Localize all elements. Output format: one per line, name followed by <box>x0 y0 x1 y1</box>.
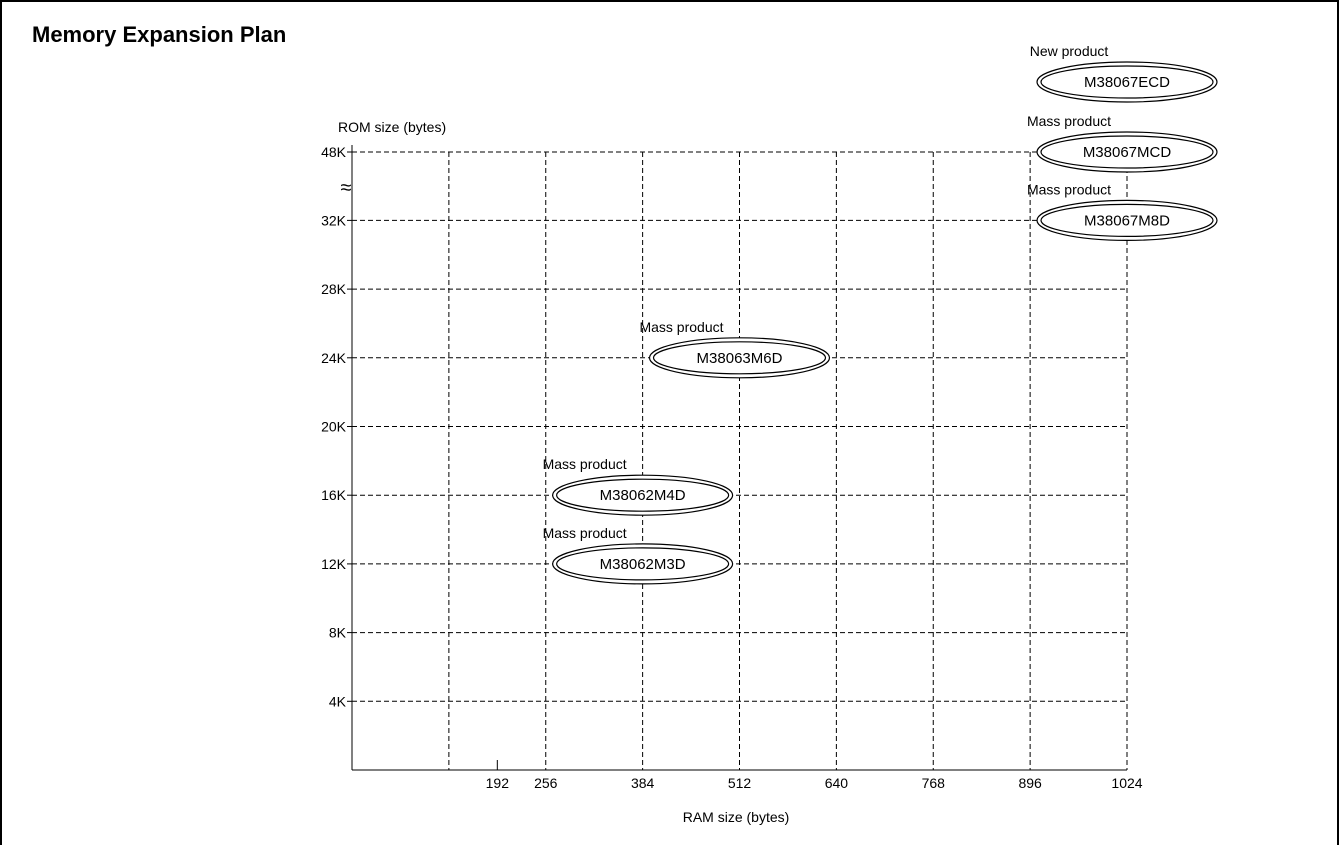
product-ellipse-outer <box>552 474 734 516</box>
products-layer: M38067ECD New product M38067MCD Mass produc… <box>543 43 1218 585</box>
product-m38062m4d: M38062M4D Mass product <box>543 456 734 516</box>
axis-break-icon: ≈ <box>341 177 352 199</box>
product-ellipse-outer <box>648 337 831 379</box>
product-m38067m8d: M38067M8D Mass product <box>1027 181 1218 241</box>
y-tick-label: 28K <box>321 281 347 297</box>
product-name: M38063M6D <box>697 350 783 367</box>
product-status: Mass product <box>1027 113 1111 129</box>
x-tick-label: 256 <box>534 775 558 791</box>
product-ellipse-outer <box>552 543 734 585</box>
product-ellipse-outer <box>1036 61 1218 103</box>
product-ellipse-inner <box>1040 203 1214 237</box>
product-ellipse-inner <box>556 547 730 581</box>
x-tick-label: 384 <box>631 775 655 791</box>
y-tick-label: 20K <box>321 419 347 435</box>
product-status: Mass product <box>543 456 627 472</box>
axes-layer <box>351 145 1127 771</box>
y-tick-label: 24K <box>321 350 347 366</box>
ticks-layer: 4K 8K 12K 16K 20K 24K 28K 32K 48K 192 256 384 512 640… <box>321 144 1143 791</box>
product-m38062m3d: M38062M3D Mass product <box>543 525 734 585</box>
product-m38067mcd: M38067MCD Mass product <box>1027 113 1218 173</box>
x-tick-label: 896 <box>1018 775 1042 791</box>
product-status: New product <box>1030 43 1109 59</box>
y-tick-label: 12K <box>321 556 347 572</box>
product-m38067ecd: M38067ECD New product <box>1030 43 1218 103</box>
product-status: Mass product <box>1027 181 1111 197</box>
product-ellipse-outer <box>1036 199 1218 241</box>
product-name: M38067ECD <box>1084 74 1170 91</box>
product-status: Mass product <box>639 319 723 335</box>
product-name: M38062M4D <box>600 487 686 504</box>
x-tick-label: 768 <box>922 775 946 791</box>
product-ellipse-inner <box>1040 65 1214 99</box>
x-axis-title: RAM size (bytes) <box>683 809 790 825</box>
x-tick-label: 512 <box>728 775 752 791</box>
x-tick-label: 640 <box>825 775 849 791</box>
product-name: M38062M3D <box>600 556 686 573</box>
y-tick-label: 4K <box>329 693 347 709</box>
y-tick-label: 16K <box>321 487 347 503</box>
grid-layer <box>352 151 1128 770</box>
y-tick-label: 32K <box>321 212 347 228</box>
page-title: Memory Expansion Plan <box>32 22 287 47</box>
product-name: M38067M8D <box>1084 212 1170 229</box>
product-ellipse-inner <box>556 478 730 512</box>
product-ellipse-inner <box>652 341 827 375</box>
product-ellipse-outer <box>1036 131 1218 173</box>
y-tick-label: 48K <box>321 144 347 160</box>
product-m38063m6d: M38063M6D Mass product <box>639 319 831 379</box>
product-name: M38067MCD <box>1083 144 1172 161</box>
product-ellipse-inner <box>1040 135 1214 169</box>
x-tick-label: 1024 <box>1111 775 1142 791</box>
product-status: Mass product <box>543 525 627 541</box>
x-tick-label: 192 <box>486 775 510 791</box>
y-axis-title: ROM size (bytes) <box>338 119 446 135</box>
y-tick-label: 8K <box>329 625 347 641</box>
